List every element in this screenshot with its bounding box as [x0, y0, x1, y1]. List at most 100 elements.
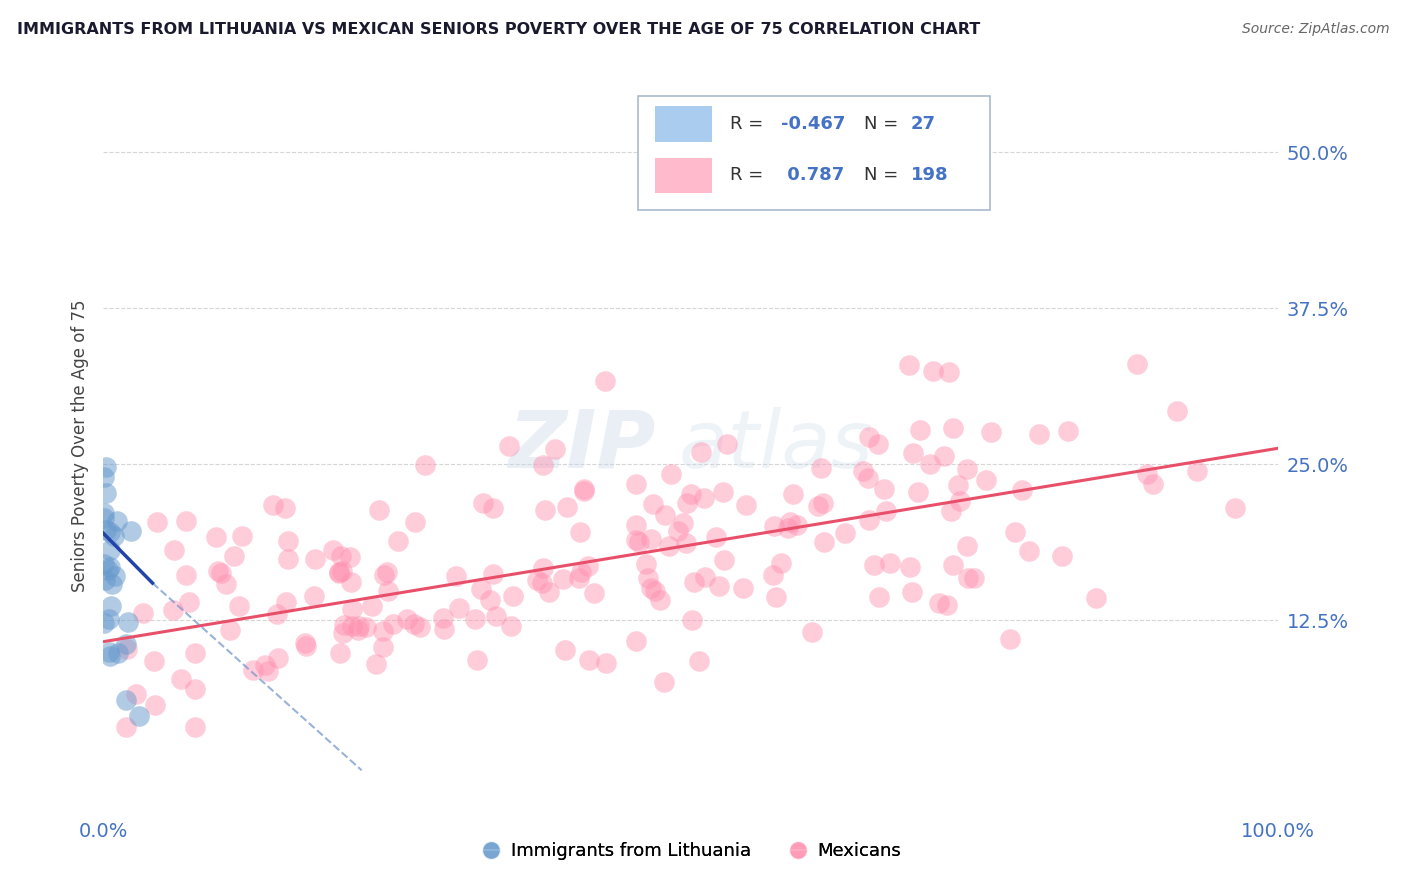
Point	[93, 470, 115, 484]
Point	[531, 561, 554, 575]
Point	[484, 609, 506, 624]
Point	[946, 478, 969, 492]
Point	[346, 623, 368, 637]
Point	[1142, 477, 1164, 491]
Text: -0.467: -0.467	[782, 115, 845, 133]
Point	[901, 585, 924, 599]
Point	[257, 664, 280, 678]
Point	[146, 515, 169, 529]
Point	[779, 515, 801, 529]
Point	[100, 559, 122, 574]
Point	[626, 633, 648, 648]
Point	[858, 513, 880, 527]
Point	[866, 437, 889, 451]
Point	[654, 508, 676, 523]
Point	[125, 687, 148, 701]
Point	[262, 498, 284, 512]
Point	[974, 473, 997, 487]
Point	[553, 572, 575, 586]
Point	[868, 591, 890, 605]
Point	[534, 503, 557, 517]
Point	[810, 460, 832, 475]
Point	[502, 589, 524, 603]
Point	[574, 483, 596, 498]
Point	[928, 596, 950, 610]
Point	[117, 642, 139, 657]
Point	[636, 557, 658, 571]
Point	[942, 421, 965, 435]
Point	[207, 564, 229, 578]
Point	[666, 524, 689, 538]
Point	[449, 601, 471, 615]
Point	[103, 528, 125, 542]
Point	[274, 595, 297, 609]
Text: 0.787: 0.787	[782, 167, 845, 185]
Text: R =: R =	[730, 167, 769, 185]
Point	[713, 553, 735, 567]
Point	[1011, 483, 1033, 497]
Point	[471, 496, 494, 510]
Point	[295, 639, 318, 653]
Point	[465, 653, 488, 667]
Point	[432, 611, 454, 625]
Text: 198: 198	[911, 167, 948, 185]
Point	[1126, 358, 1149, 372]
Point	[373, 624, 395, 639]
Point	[444, 569, 467, 583]
Point	[402, 617, 425, 632]
Point	[956, 540, 979, 554]
Point	[373, 640, 395, 655]
Point	[330, 564, 353, 578]
Point	[481, 500, 503, 515]
Text: atlas: atlas	[679, 407, 873, 484]
Point	[117, 615, 139, 629]
Point	[762, 518, 785, 533]
Point	[347, 619, 370, 633]
Point	[328, 565, 350, 579]
Point	[1223, 500, 1246, 515]
Point	[377, 584, 399, 599]
Point	[897, 359, 920, 373]
Point	[329, 549, 352, 563]
Point	[1085, 591, 1108, 605]
Point	[105, 515, 128, 529]
Point	[557, 500, 579, 515]
Legend: Immigrants from Lithuania, Mexicans: Immigrants from Lithuania, Mexicans	[472, 835, 908, 868]
Point	[852, 464, 875, 478]
Point	[328, 566, 350, 580]
Point	[1166, 404, 1188, 418]
Text: ZIP: ZIP	[508, 407, 655, 484]
Point	[624, 533, 647, 548]
Point	[481, 567, 503, 582]
Point	[499, 619, 522, 633]
Point	[675, 536, 697, 550]
Point	[679, 487, 702, 501]
Point	[709, 579, 731, 593]
Point	[339, 549, 361, 564]
Point	[361, 599, 384, 614]
Point	[659, 467, 682, 481]
Point	[862, 558, 884, 572]
Point	[231, 529, 253, 543]
Point	[209, 566, 232, 580]
Point	[644, 584, 666, 599]
Point	[174, 568, 197, 582]
Point	[658, 539, 681, 553]
Point	[879, 556, 901, 570]
Point	[329, 646, 352, 660]
Point	[215, 577, 238, 591]
Point	[568, 571, 591, 585]
Point	[162, 603, 184, 617]
Point	[543, 442, 565, 456]
Text: Source: ZipAtlas.com: Source: ZipAtlas.com	[1241, 22, 1389, 37]
Y-axis label: Seniors Poverty Over the Age of 75: Seniors Poverty Over the Age of 75	[72, 300, 89, 592]
Point	[998, 632, 1021, 646]
Point	[94, 573, 117, 587]
Point	[762, 568, 785, 582]
FancyBboxPatch shape	[638, 95, 990, 210]
Point	[652, 674, 675, 689]
Point	[530, 575, 553, 590]
Point	[368, 503, 391, 517]
Point	[942, 558, 965, 573]
Text: 27: 27	[911, 115, 935, 133]
